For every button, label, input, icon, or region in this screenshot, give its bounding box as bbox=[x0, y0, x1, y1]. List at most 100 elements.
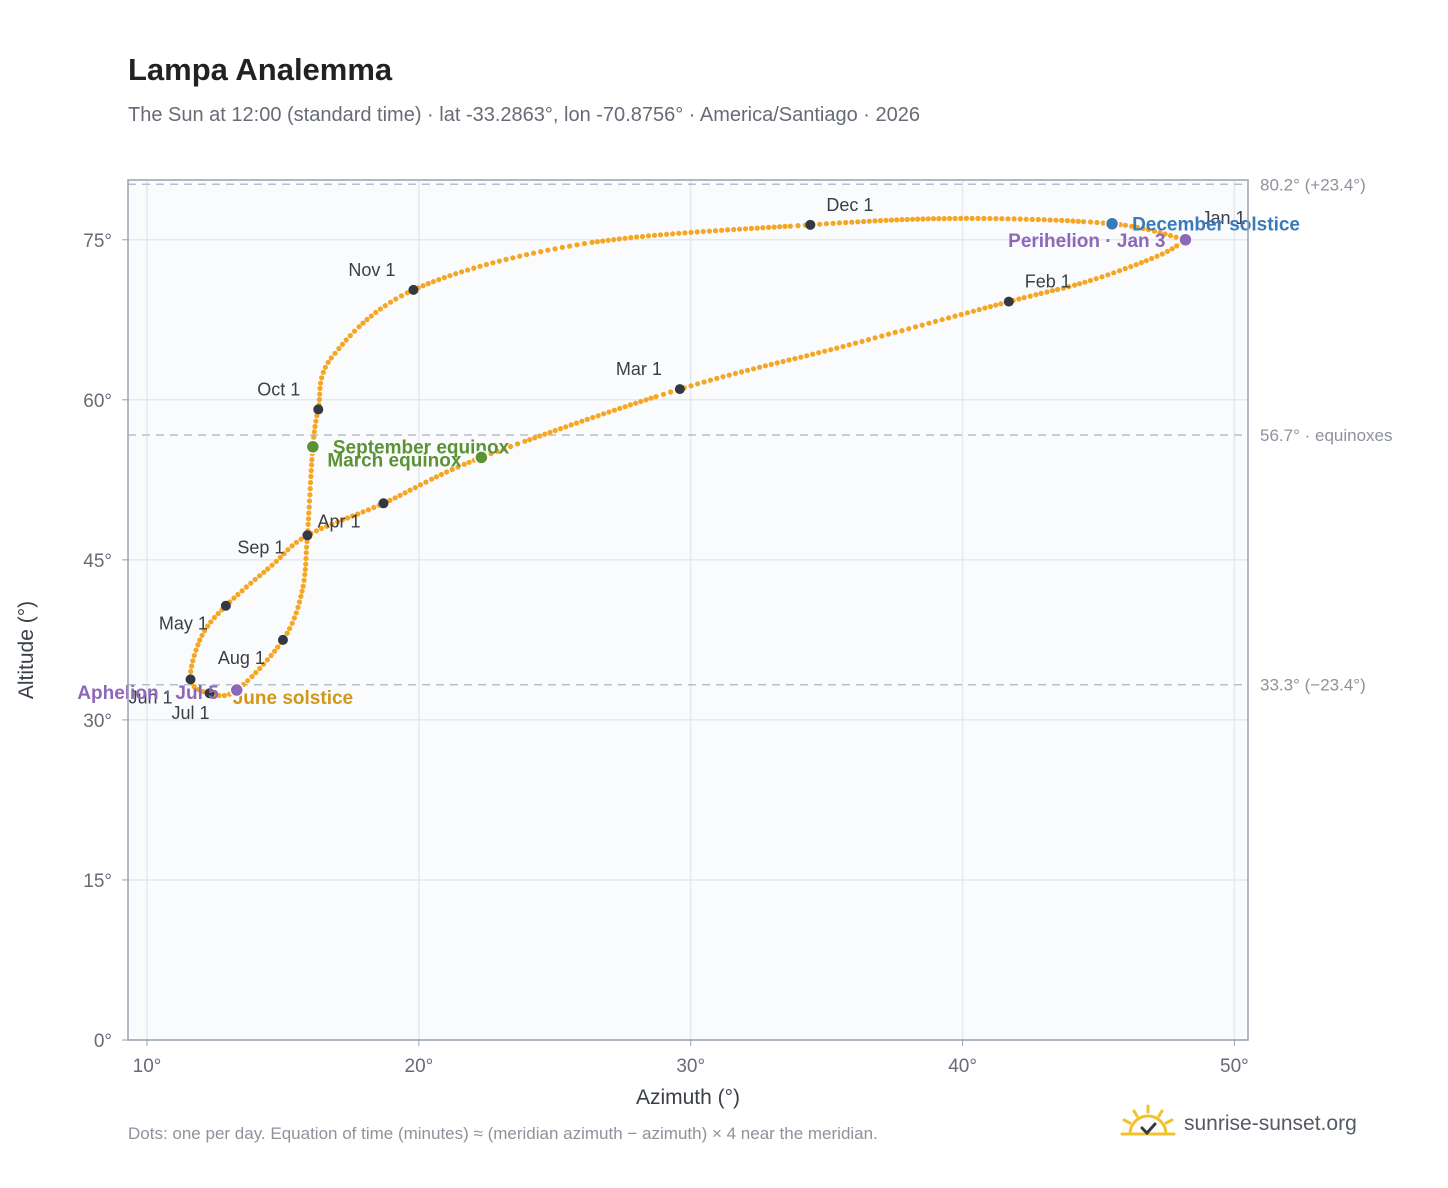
daily-sun-dot bbox=[1011, 216, 1017, 222]
daily-sun-dot bbox=[289, 543, 295, 549]
daily-sun-dot bbox=[712, 228, 719, 234]
daily-sun-dot bbox=[402, 490, 408, 496]
daily-sun-dot bbox=[999, 216, 1005, 222]
daily-sun-dot bbox=[1072, 282, 1078, 288]
daily-sun-dot bbox=[488, 451, 494, 457]
daily-sun-dot bbox=[191, 684, 197, 690]
daily-sun-dot bbox=[296, 599, 303, 605]
month-marker-label: May 1 bbox=[159, 614, 208, 634]
daily-sun-dot bbox=[311, 429, 317, 435]
daily-sun-dot bbox=[664, 231, 670, 237]
daily-sun-dot bbox=[417, 482, 424, 488]
daily-sun-dot bbox=[1167, 233, 1174, 239]
daily-sun-dot bbox=[622, 235, 628, 241]
daily-sun-dot bbox=[1023, 216, 1029, 222]
daily-sun-dot bbox=[926, 320, 932, 326]
daily-sun-dot bbox=[309, 457, 315, 463]
month-marker-dot bbox=[277, 634, 288, 645]
daily-sun-dot bbox=[1143, 258, 1149, 264]
month-marker-label: Dec 1 bbox=[826, 195, 873, 215]
daily-sun-dot bbox=[547, 429, 553, 435]
daily-sun-dot bbox=[1099, 274, 1105, 280]
daily-sun-dot bbox=[590, 414, 596, 421]
daily-sun-dot bbox=[461, 461, 467, 467]
daily-sun-dot bbox=[963, 215, 970, 221]
daily-sun-dot bbox=[639, 233, 646, 240]
daily-sun-dot bbox=[975, 215, 981, 221]
daily-sun-dot bbox=[317, 391, 323, 397]
daily-sun-dot bbox=[257, 665, 263, 672]
daily-sun-dot bbox=[311, 434, 317, 440]
daily-sun-dot bbox=[293, 539, 299, 545]
daily-sun-dot bbox=[1035, 216, 1041, 223]
x-tick-label: 30° bbox=[676, 1056, 705, 1077]
daily-sun-dot bbox=[787, 223, 793, 229]
daily-sun-dot bbox=[568, 422, 574, 428]
daily-sun-dot bbox=[542, 431, 548, 437]
daily-sun-dot bbox=[248, 580, 254, 586]
event-marker-dot bbox=[474, 450, 489, 465]
daily-sun-dot bbox=[969, 215, 975, 221]
daily-sun-dot bbox=[573, 420, 580, 426]
chart-title: Lampa Analemma bbox=[128, 52, 393, 87]
daily-sun-dot bbox=[249, 673, 255, 680]
daily-sun-dot bbox=[822, 348, 828, 354]
daily-sun-dot bbox=[885, 331, 892, 337]
daily-sun-dot bbox=[302, 566, 308, 573]
daily-sun-dot bbox=[574, 242, 580, 248]
daily-sun-dot bbox=[816, 350, 822, 356]
daily-sun-dot bbox=[307, 492, 313, 498]
daily-sun-dot bbox=[852, 340, 859, 346]
month-marker-dot bbox=[408, 284, 419, 295]
brand-logo[interactable]: sunrise-sunset.org bbox=[1120, 1102, 1357, 1146]
daily-sun-dot bbox=[846, 342, 852, 348]
daily-sun-dot bbox=[313, 418, 319, 424]
daily-sun-dot bbox=[193, 647, 199, 653]
daily-sun-dot bbox=[324, 523, 330, 529]
daily-sun-dot bbox=[627, 402, 634, 408]
daily-sun-dot bbox=[688, 383, 694, 389]
daily-sun-dot bbox=[239, 588, 245, 594]
daily-sun-dot bbox=[707, 377, 714, 383]
event-marker-dot bbox=[1178, 232, 1193, 248]
daily-sun-dot bbox=[1164, 248, 1170, 254]
daily-sun-dot bbox=[1033, 292, 1039, 298]
daily-sun-dot bbox=[1087, 219, 1094, 225]
daily-sun-dot bbox=[744, 367, 751, 373]
daily-sun-dot bbox=[304, 544, 310, 550]
daily-sun-dot bbox=[524, 252, 530, 258]
daily-sun-dot bbox=[726, 372, 732, 378]
daily-sun-dot bbox=[1017, 216, 1023, 222]
x-tick-label: 40° bbox=[948, 1056, 977, 1077]
daily-sun-dot bbox=[538, 249, 544, 255]
daily-sun-dot bbox=[1075, 218, 1081, 224]
daily-sun-dot bbox=[317, 385, 323, 391]
daily-sun-dot bbox=[371, 504, 377, 511]
daily-sun-dot bbox=[537, 433, 543, 439]
daily-sun-dot bbox=[1021, 295, 1027, 301]
month-marker-dot bbox=[204, 688, 215, 699]
daily-sun-dot bbox=[912, 324, 919, 330]
daily-sun-dot bbox=[1054, 286, 1061, 293]
daily-sun-dot bbox=[904, 216, 910, 223]
daily-sun-dot bbox=[221, 692, 227, 699]
daily-sun-dot bbox=[447, 273, 453, 279]
daily-sun-dot bbox=[701, 379, 707, 385]
daily-sun-dot bbox=[329, 521, 335, 527]
daily-sun-dot bbox=[936, 216, 942, 222]
x-axis-label: Azimuth (°) bbox=[636, 1086, 740, 1109]
daily-sun-dot bbox=[1081, 219, 1087, 225]
daily-sun-dot bbox=[1122, 266, 1128, 272]
daily-sun-dot bbox=[300, 583, 306, 589]
daily-sun-dot bbox=[1082, 279, 1088, 285]
daily-sun-dot bbox=[191, 652, 197, 659]
daily-sun-dot bbox=[264, 657, 270, 663]
daily-sun-dot bbox=[336, 345, 342, 352]
daily-sun-dot bbox=[883, 217, 889, 223]
month-marker-dot bbox=[302, 530, 313, 541]
daily-sun-dot bbox=[651, 232, 658, 238]
event-label: Aphelion · Jul 5 bbox=[77, 683, 219, 704]
daily-sun-dot bbox=[786, 357, 792, 363]
daily-sun-dot bbox=[1094, 219, 1100, 226]
daily-sun-dot bbox=[877, 218, 884, 224]
